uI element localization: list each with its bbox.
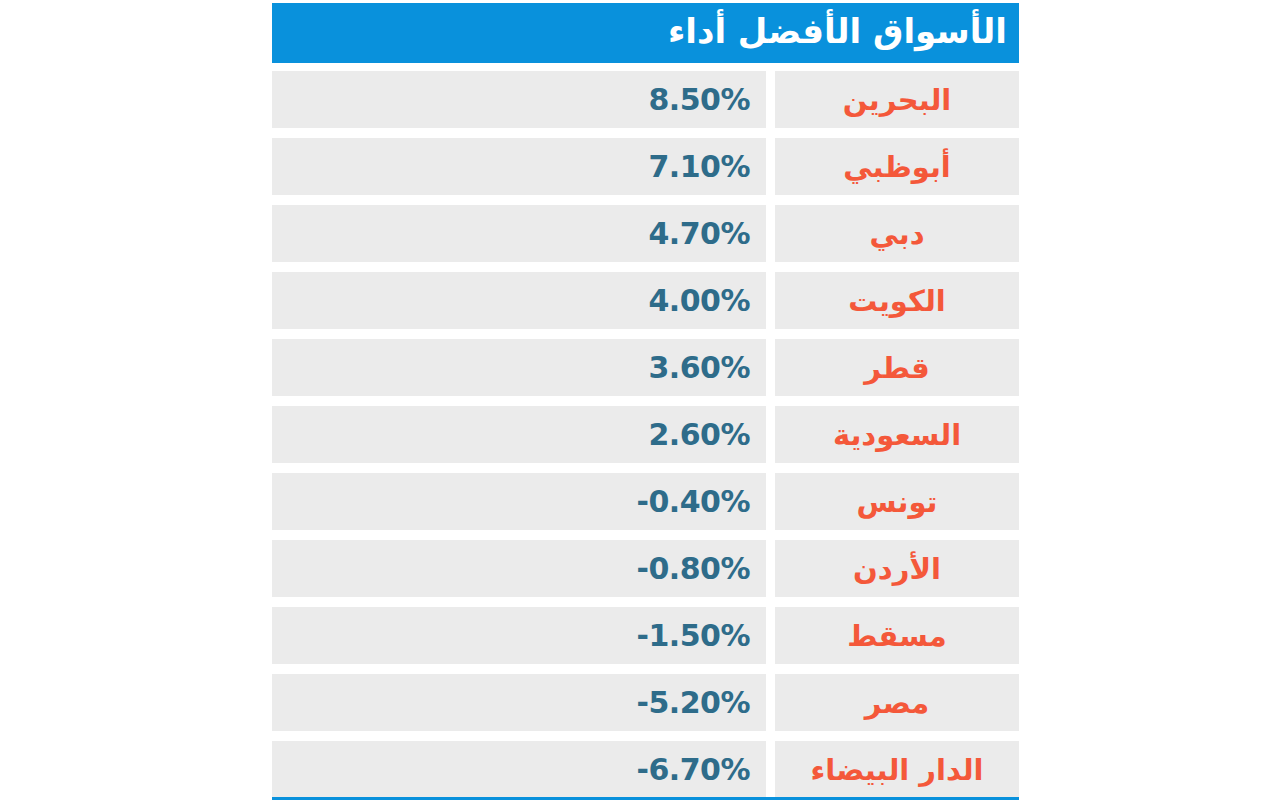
table-row: 4.00% الكويت [272,272,1019,329]
table-row: 3.60% قطر [272,339,1019,396]
table-row: -6.70% الدار البيضاء [272,741,1019,798]
market-change-value: -6.70% [272,741,766,798]
table-row: 4.70% دبي [272,205,1019,262]
market-change-value: -5.20% [272,674,766,731]
market-change-value: 7.10% [272,138,766,195]
table-row: 8.50% البحرين [272,71,1019,128]
market-name: السعودية [775,406,1019,463]
table-row: 7.10% أبوظبي [272,138,1019,195]
market-name: الدار البيضاء [775,741,1019,798]
market-change-value: 4.70% [272,205,766,262]
best-performing-markets-panel: الأسواق الأفضل أداء 8.50% البحرين 7.10% … [272,3,1019,800]
market-name: أبوظبي [775,138,1019,195]
market-name: الأردن [775,540,1019,597]
market-change-value: 2.60% [272,406,766,463]
table-row: -1.50% مسقط [272,607,1019,664]
panel-header: الأسواق الأفضل أداء [272,3,1019,63]
table-row: -0.40% تونس [272,473,1019,530]
market-change-value: -0.80% [272,540,766,597]
market-rows: 8.50% البحرين 7.10% أبوظبي 4.70% دبي 4.0… [272,71,1019,798]
market-name: مصر [775,674,1019,731]
market-name: الكويت [775,272,1019,329]
market-change-value: -0.40% [272,473,766,530]
table-row: -0.80% الأردن [272,540,1019,597]
table-row: -5.20% مصر [272,674,1019,731]
market-change-value: 3.60% [272,339,766,396]
market-name: دبي [775,205,1019,262]
panel-title: الأسواق الأفضل أداء [668,14,1007,52]
market-change-value: 8.50% [272,71,766,128]
market-change-value: -1.50% [272,607,766,664]
market-name: البحرين [775,71,1019,128]
market-change-value: 4.00% [272,272,766,329]
market-name: تونس [775,473,1019,530]
market-name: قطر [775,339,1019,396]
table-row: 2.60% السعودية [272,406,1019,463]
market-name: مسقط [775,607,1019,664]
